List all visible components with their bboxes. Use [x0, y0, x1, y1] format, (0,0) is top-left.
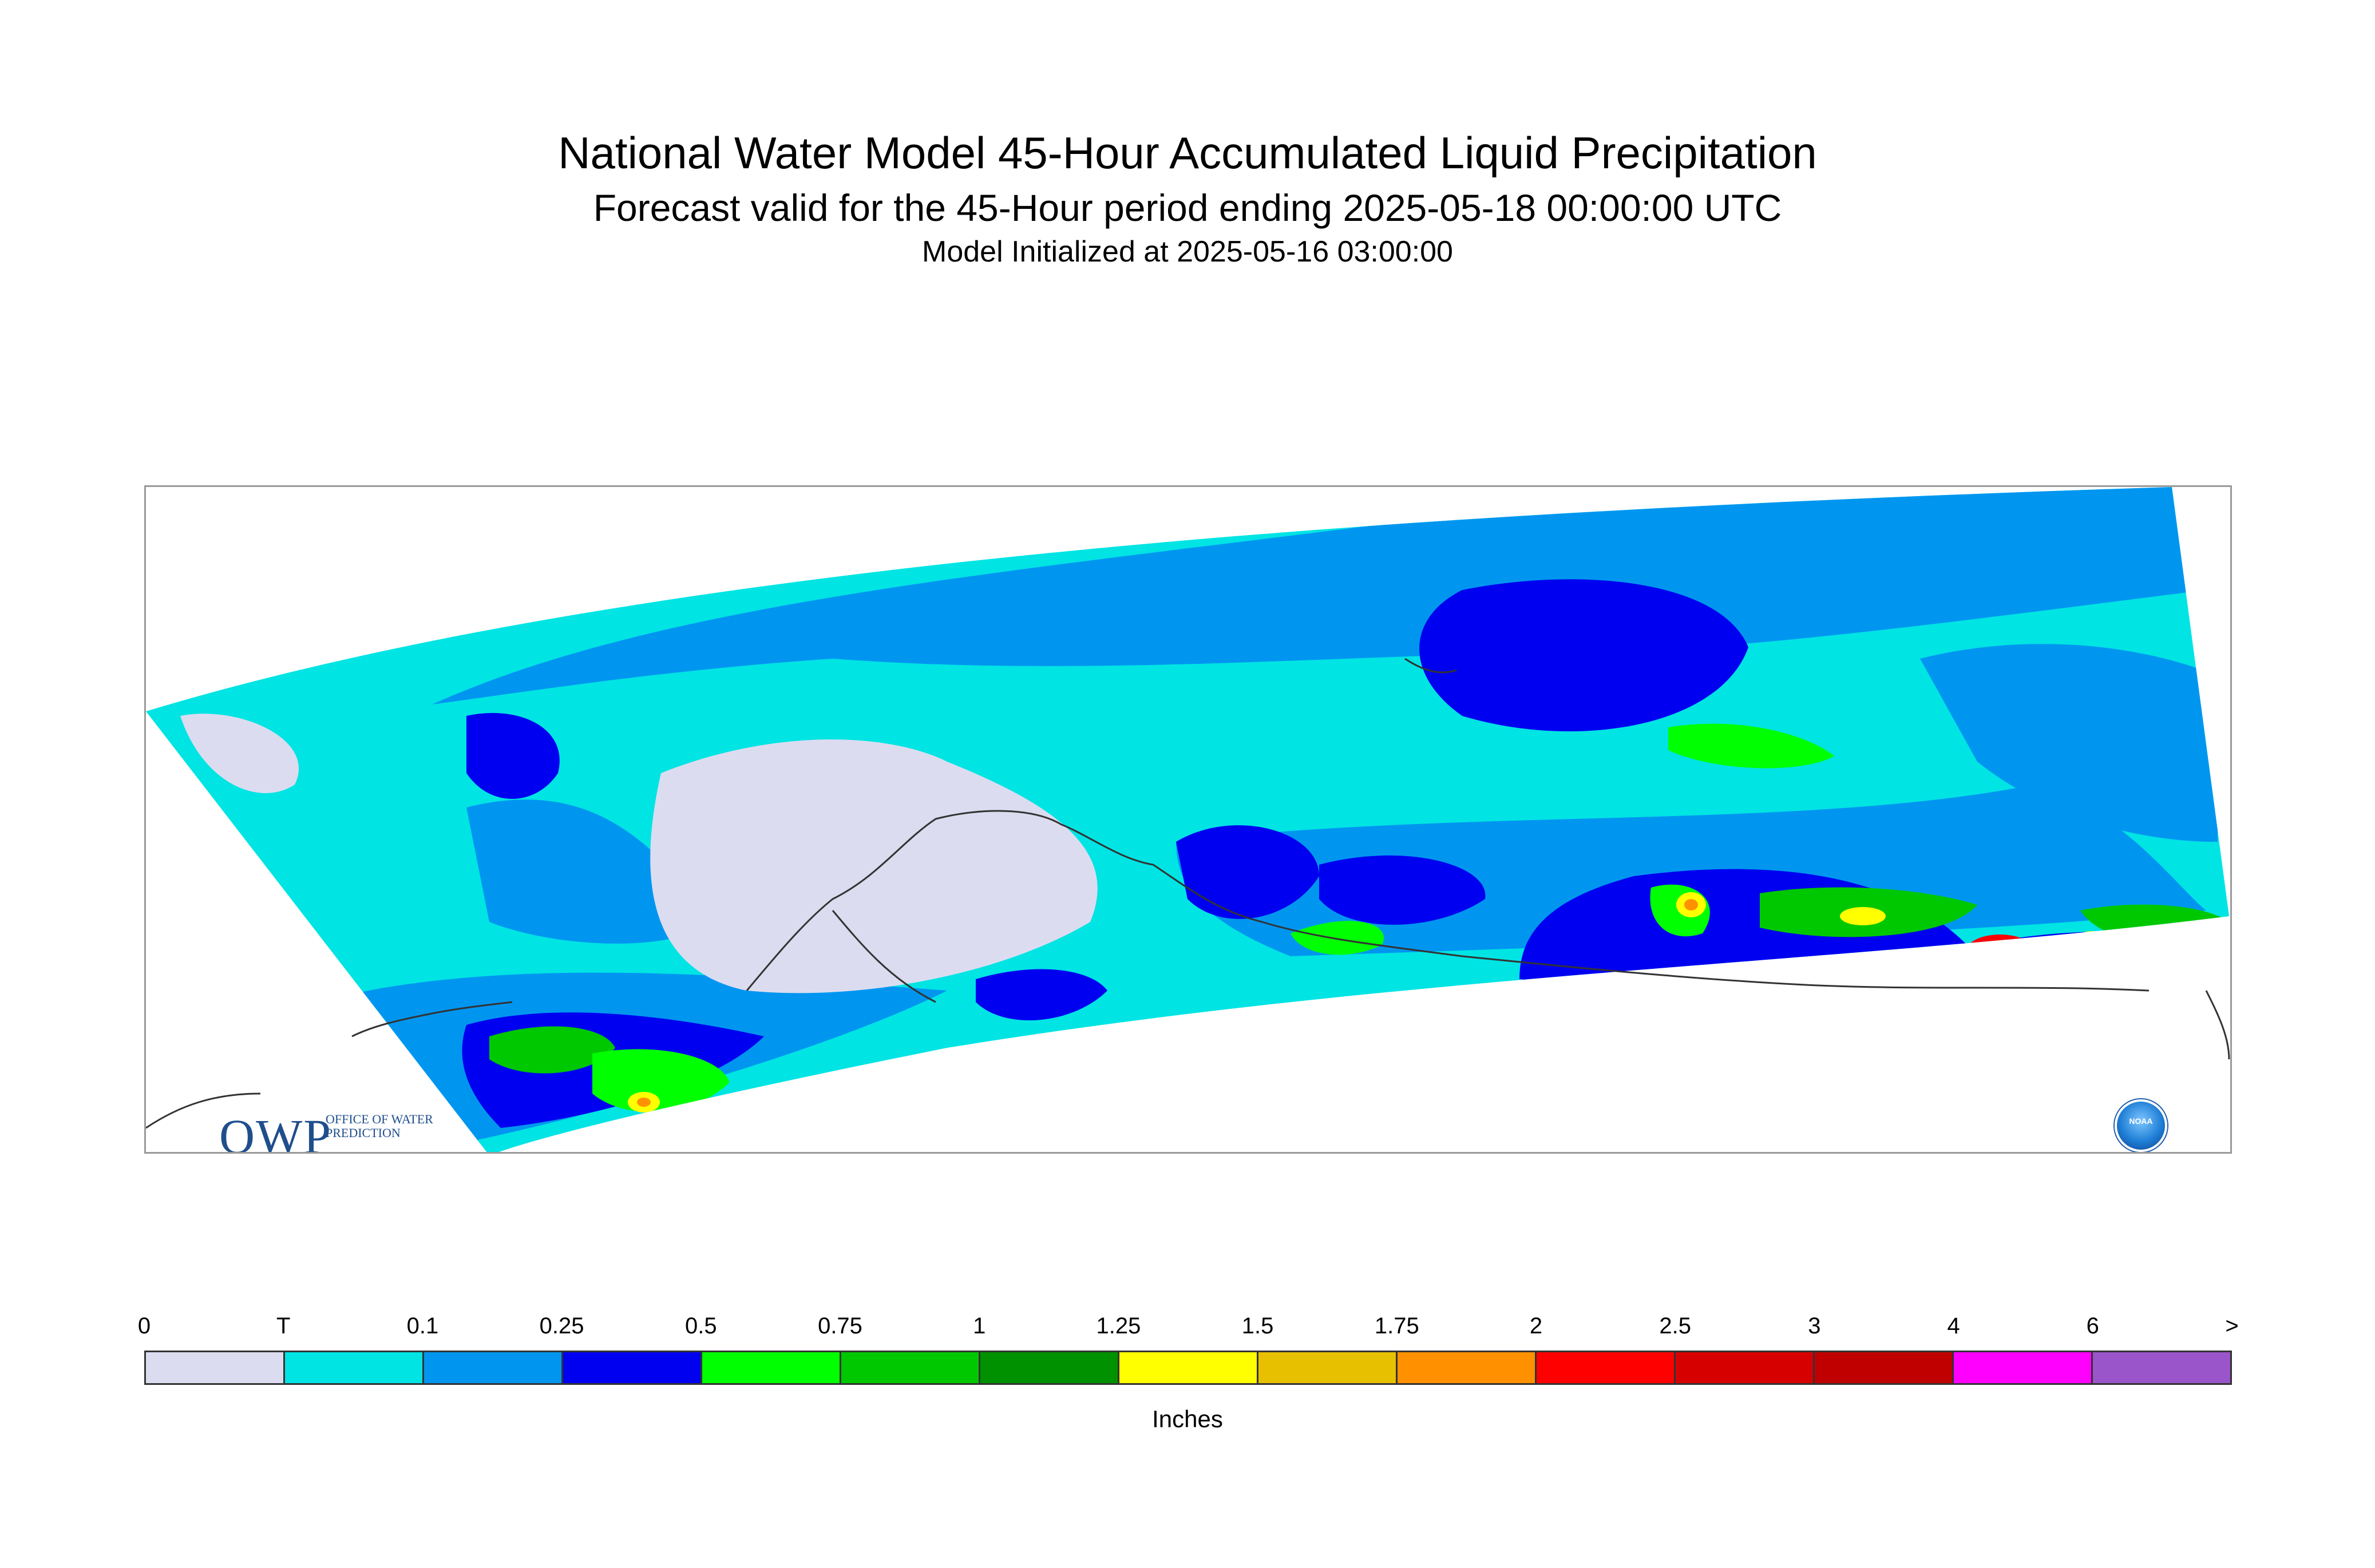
owp-logo-text: OWP — [219, 1109, 332, 1154]
legend-tick-label: 2 — [1529, 1313, 1543, 1339]
legend-tick-label: 2.5 — [1659, 1313, 1691, 1339]
legend-swatch — [1398, 1352, 1537, 1383]
noaa-logo-text: NOAA — [2129, 1116, 2153, 1126]
legend-swatch — [424, 1352, 563, 1383]
legend-swatch — [1258, 1352, 1398, 1383]
legend-tick-label: 1.5 — [1241, 1313, 1274, 1339]
legend-swatch — [1954, 1352, 2093, 1383]
legend-swatch — [1537, 1352, 1676, 1383]
color-legend — [144, 1351, 2232, 1385]
legend-tick-label: 0.1 — [406, 1313, 439, 1339]
legend-swatch — [980, 1352, 1119, 1383]
legend-tick-label: 3 — [1808, 1313, 1821, 1339]
noaa-logo: NOAA — [2115, 1099, 2167, 1152]
legend-tick-label: 1.25 — [1096, 1313, 1141, 1339]
legend-swatch — [563, 1352, 702, 1383]
precipitation-map[interactable]: OWP Office of Water Prediction NOAA — [144, 485, 2232, 1154]
legend-swatch — [841, 1352, 980, 1383]
legend-tick-label: 0 — [137, 1313, 151, 1339]
legend-tick-label: T — [276, 1313, 291, 1339]
legend-tick-label: 0.75 — [818, 1313, 862, 1339]
legend-swatch — [702, 1352, 841, 1383]
owp-logo-subtext: Office of Water Prediction — [326, 1112, 433, 1140]
map-title: National Water Model 45-Hour Accumulated… — [558, 128, 1817, 178]
legend-swatch — [1119, 1352, 1258, 1383]
legend-tick-label: 1 — [973, 1313, 986, 1339]
legend-tick-label: 1.75 — [1374, 1313, 1419, 1339]
legend-tick-label: 0.25 — [539, 1313, 584, 1339]
legend-tick-label: 0.5 — [684, 1313, 717, 1339]
legend-swatch — [146, 1352, 285, 1383]
legend-swatch — [285, 1352, 424, 1383]
precip-field — [146, 487, 2229, 1152]
legend-swatch — [1676, 1352, 1815, 1383]
map-subtitle: Forecast valid for the 45-Hour period en… — [593, 187, 1782, 229]
legend-swatch — [2093, 1352, 2230, 1383]
model-init-line: Model Initialized at 2025-05-16 03:00:00 — [922, 235, 1453, 268]
legend-swatch — [1815, 1352, 1954, 1383]
coastlines — [146, 658, 2230, 1129]
map-canvas — [146, 487, 2230, 1152]
legend-tick-label: 4 — [1947, 1313, 1960, 1339]
legend-tick-label: > — [2225, 1313, 2239, 1339]
owp-logo: OWP Office of Water Prediction — [219, 1108, 433, 1154]
legend-units: Inches — [1152, 1405, 1223, 1432]
legend-tick-label: 6 — [2086, 1313, 2099, 1339]
